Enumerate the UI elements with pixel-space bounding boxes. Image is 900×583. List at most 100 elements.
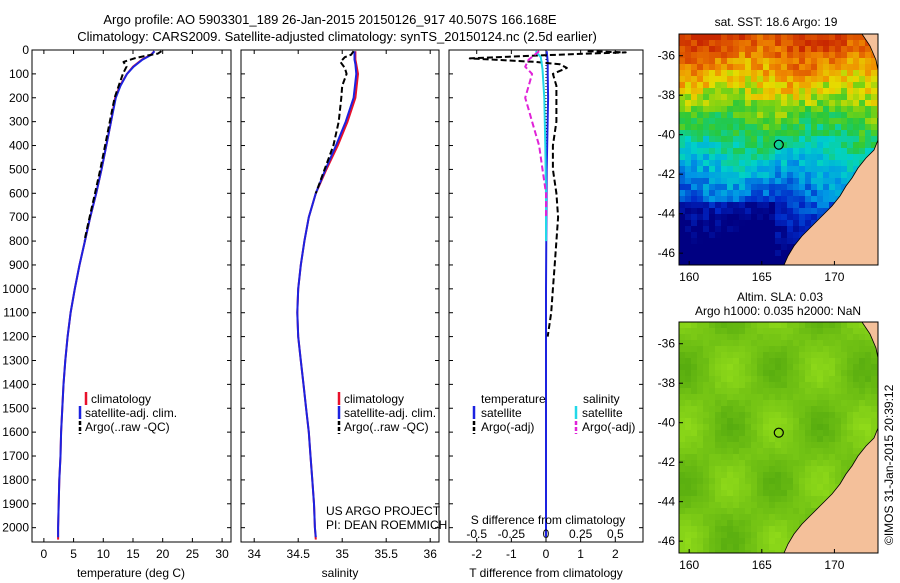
map-cell (751, 250, 758, 257)
map-cell (727, 94, 734, 101)
map-cell (733, 460, 740, 467)
map-cell (775, 94, 782, 101)
map-cell (811, 82, 818, 89)
map-cell (793, 142, 800, 149)
map-cell (835, 334, 842, 341)
map-cell (703, 358, 710, 365)
sla-coastline (783, 322, 878, 553)
map-cell (715, 64, 722, 71)
map-cell (685, 430, 692, 437)
map-cell (727, 142, 734, 149)
map-cell (721, 172, 728, 179)
map-cell (703, 496, 710, 503)
map-cell (835, 388, 842, 395)
map-cell (811, 118, 818, 125)
map-cell (859, 34, 866, 41)
map-cell (679, 76, 686, 83)
map-cell (751, 496, 758, 503)
map-cell (847, 334, 854, 341)
map-cell (685, 340, 692, 347)
map-cell (763, 58, 770, 65)
map-cell (835, 88, 842, 95)
map-cell (823, 376, 830, 383)
map-cell (721, 82, 728, 89)
map-cell (703, 118, 710, 125)
series-argo-raw-qc (314, 50, 355, 194)
map-cell (763, 124, 770, 131)
depth-tick-label: 900 (9, 258, 29, 272)
map-cell (757, 508, 764, 515)
map-cell (709, 88, 716, 95)
map-cell (763, 178, 770, 185)
map-cell (697, 58, 704, 65)
map-cell (685, 196, 692, 203)
salinity-legend: climatology satellite-adj. clim. Argo(..… (337, 392, 436, 434)
map-cell (871, 430, 878, 437)
map-cell (709, 190, 716, 197)
map-cell (739, 112, 746, 119)
map-cell (781, 412, 788, 419)
map-cell (739, 478, 746, 485)
map-cell (757, 100, 764, 107)
map-cell (721, 394, 728, 401)
map-cell (763, 190, 770, 197)
map-cell (727, 238, 734, 245)
map-cell (865, 142, 872, 149)
map-cell (751, 100, 758, 107)
map-cell (811, 130, 818, 137)
map-cell (685, 166, 692, 173)
map-cell (859, 442, 866, 449)
map-cell (763, 262, 770, 265)
map-cell (739, 448, 746, 455)
map-cell (691, 88, 698, 95)
map-cell (703, 430, 710, 437)
map-cell (679, 202, 686, 209)
legend-t-satellite-label: satellite (481, 406, 522, 420)
map-cell (787, 346, 794, 353)
map-cell (847, 382, 854, 389)
map-cell (679, 94, 686, 101)
map-cell (763, 358, 770, 365)
map-cell (799, 382, 806, 389)
map-cell (787, 226, 794, 233)
s-diff-tick-label: 0 (543, 527, 550, 541)
map-cell (781, 514, 788, 521)
map-cell (835, 460, 842, 467)
map-cell (823, 88, 830, 95)
map-cell (847, 166, 854, 173)
map-cell (685, 412, 692, 419)
map-cell (787, 184, 794, 191)
map-cell (745, 442, 752, 449)
map-cell (793, 106, 800, 113)
map-cell (703, 70, 710, 77)
map-cell (853, 160, 860, 167)
map-cell (787, 364, 794, 371)
map-cell (859, 124, 866, 131)
map-cell (787, 136, 794, 143)
map-cell (847, 52, 854, 59)
map-cell (691, 154, 698, 161)
map-cell (697, 196, 704, 203)
map-cell (841, 124, 848, 131)
map-cell (853, 334, 860, 341)
map-cell (775, 154, 782, 161)
map-cell (727, 400, 734, 407)
map-cell (805, 484, 812, 491)
map-cell (805, 214, 812, 221)
map-cell (775, 220, 782, 227)
map-cell (697, 526, 704, 533)
map-cell (787, 112, 794, 119)
map-cell (799, 226, 806, 233)
map-cell (769, 58, 776, 65)
map-cell (811, 70, 818, 77)
map-cell (757, 70, 764, 77)
map-cell (691, 478, 698, 485)
map-cell (733, 448, 740, 455)
map-cell (691, 514, 698, 521)
series-satellite-adj-clim (57, 50, 156, 538)
map-cell (685, 508, 692, 515)
map-cell (697, 82, 704, 89)
map-cell (775, 406, 782, 413)
map-cell (847, 340, 854, 347)
map-cell (679, 82, 686, 89)
